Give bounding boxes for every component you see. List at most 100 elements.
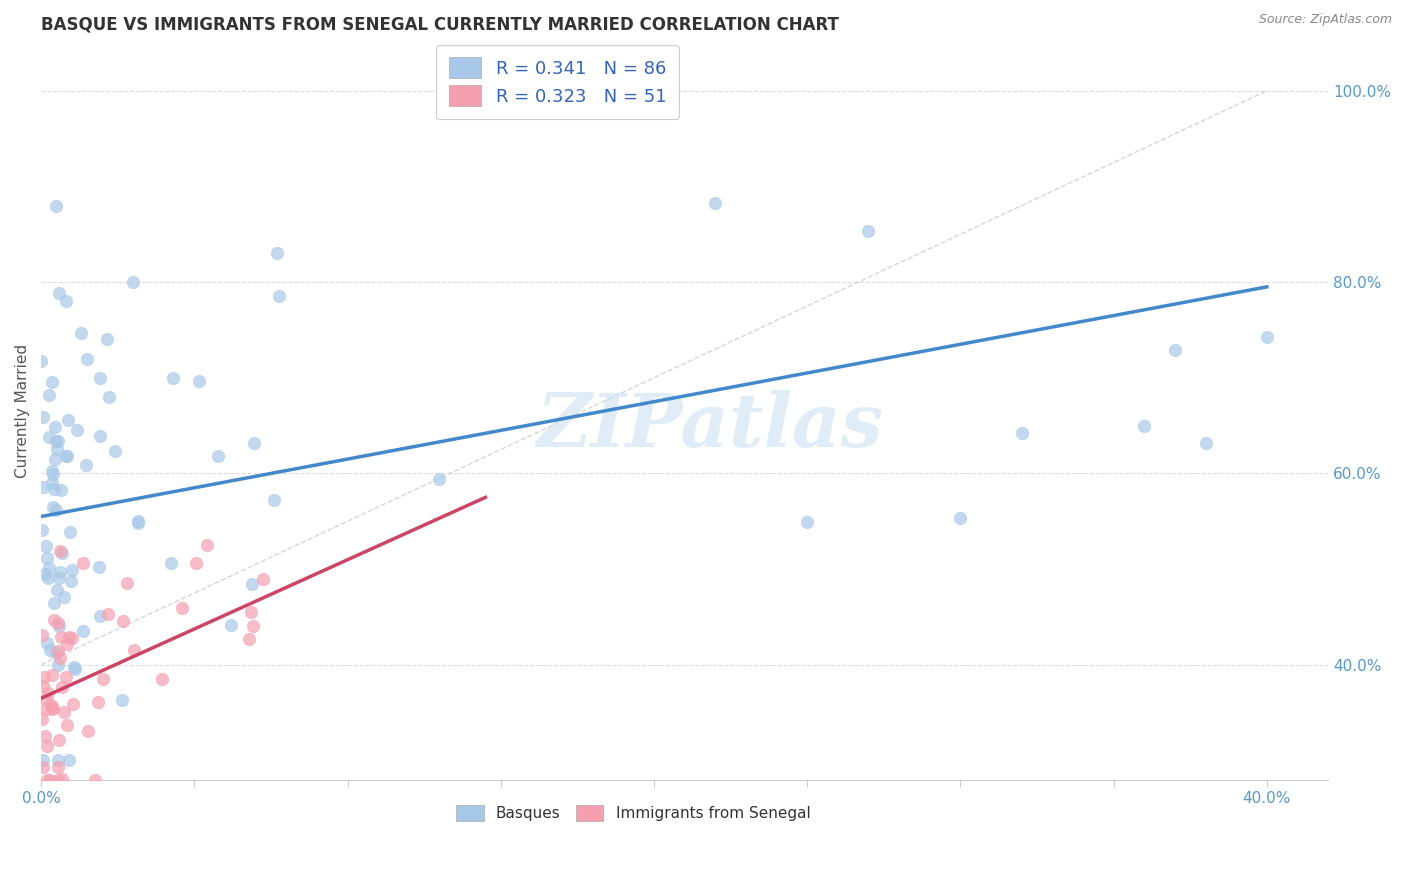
Point [37,685,59,699]
Point [53,705,76,719]
Point [219,617,242,632]
Point [238,632,260,646]
Point [52,590,75,604]
Point [30,353,52,368]
Point [58,413,80,427]
Point [58,754,80,768]
Point [32,670,55,684]
Text: BASQUE VS IMMIGRANTS FROM SENEGAL CURRENTLY MARRIED CORRELATION CHART: BASQUE VS IMMIGRANTS FROM SENEGAL CURREN… [41,15,839,33]
Point [96,333,118,347]
Point [60,574,83,589]
Point [48,651,70,665]
Point [59,524,82,539]
Point [207,449,229,463]
Point [37,772,59,787]
Point [187,374,209,388]
Point [56,450,79,464]
Point [38,388,60,402]
Point [32,754,55,768]
Point [41,500,63,515]
Point [46,644,69,658]
Point [46,760,69,774]
Point [35,739,58,753]
Point [46,434,69,449]
Point [32,760,55,774]
Point [127,514,149,528]
Y-axis label: Currently Married: Currently Married [15,344,30,478]
Point [186,556,208,570]
Point [1194,436,1216,450]
Point [266,246,288,260]
Point [51,546,73,560]
Point [104,443,127,458]
Point [87,695,110,709]
Point [66,423,89,437]
Point [704,196,727,211]
Point [62,697,84,711]
Point [32,679,55,693]
Point [44,451,66,466]
Point [46,615,69,630]
Point [242,435,264,450]
Point [72,624,94,638]
Point [160,556,183,570]
Point [41,668,63,682]
Point [89,429,111,443]
Point [49,544,72,558]
Point [76,351,98,366]
Point [112,615,135,629]
Point [46,583,69,598]
Point [122,643,145,657]
Point [39,698,62,713]
Point [32,409,55,424]
Point [51,772,73,786]
Point [122,275,145,289]
Point [42,467,65,481]
Point [39,643,62,657]
Point [48,618,70,632]
Point [41,375,63,389]
Point [77,724,100,739]
Point [89,370,111,384]
Point [242,618,264,632]
Point [55,294,77,309]
Point [267,289,290,303]
Point [252,572,274,586]
Point [48,285,70,300]
Point [49,630,72,644]
Point [55,449,77,463]
Point [35,702,58,716]
Point [240,577,263,591]
Point [44,596,66,610]
Point [83,772,105,787]
Point [796,515,818,529]
Point [56,718,79,732]
Point [45,442,67,456]
Point [60,632,83,646]
Point [49,483,72,497]
Point [45,647,67,661]
Point [45,502,67,516]
Point [55,637,77,651]
Point [429,472,451,486]
Point [41,475,63,490]
Point [38,430,60,444]
Point [111,692,134,706]
Point [48,571,70,585]
Point [41,701,63,715]
Point [127,516,149,530]
Point [91,672,114,686]
Point [35,635,58,649]
Point [46,754,69,768]
Point [41,701,63,715]
Point [89,559,111,574]
Point [858,224,880,238]
Point [70,326,93,340]
Point [63,663,86,677]
Point [31,480,53,494]
Point [46,658,69,673]
Legend: Basques, Immigrants from Senegal: Basques, Immigrants from Senegal [450,799,817,827]
Point [75,458,97,472]
Point [162,371,184,385]
Point [551,100,574,114]
